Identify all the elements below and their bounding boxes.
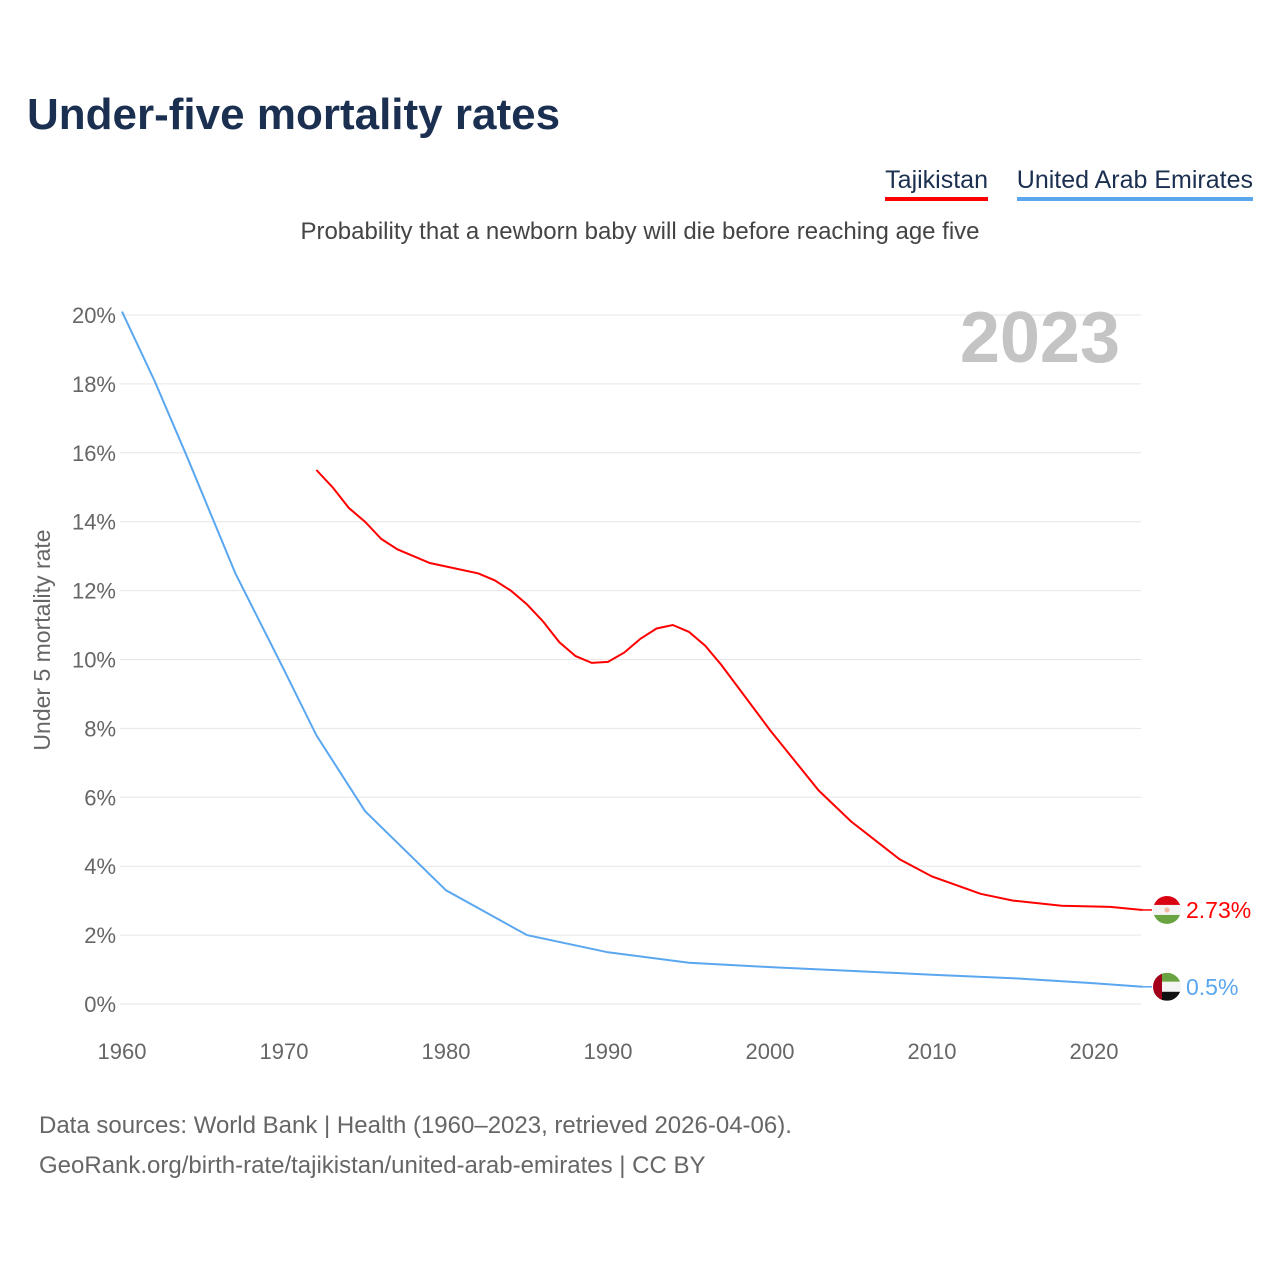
x-tick-label: 2010 <box>908 1039 957 1064</box>
y-tick-label: 6% <box>84 785 116 810</box>
y-tick-label: 14% <box>72 510 116 535</box>
y-tick-label: 10% <box>72 648 116 673</box>
y-tick-label: 20% <box>72 303 116 328</box>
x-tick-label: 1970 <box>260 1039 309 1064</box>
source-link[interactable]: GeoRank.org/birth-rate/tajikistan/united… <box>39 1152 706 1179</box>
y-tick-label: 4% <box>84 854 116 879</box>
end-value-label: 0.5% <box>1186 974 1238 1000</box>
y-tick-label: 0% <box>84 992 116 1017</box>
year-watermark: 2023 <box>960 298 1120 378</box>
series-line-0[interactable] <box>315 469 1143 911</box>
y-tick-label: 12% <box>72 579 116 604</box>
y-tick-label: 2% <box>84 923 116 948</box>
y-tick-label: 16% <box>72 441 116 466</box>
data-source: Data sources: World Bank | Health (1960–… <box>39 1112 792 1139</box>
legend-tajikistan[interactable]: Tajikistan <box>885 166 988 201</box>
chart-title: Under-five mortality rates <box>27 90 561 139</box>
x-tick-label: 1960 <box>98 1039 147 1064</box>
y-tick-label: 18% <box>72 372 116 397</box>
footer: Data sources: World Bank | Health (1960–… <box>39 1106 792 1186</box>
y-axis-label: Under 5 mortality rate <box>29 529 55 750</box>
series-line-1[interactable] <box>121 311 1143 988</box>
legend-uae[interactable]: United Arab Emirates <box>1016 166 1253 201</box>
tajikistan-flag-icon <box>1153 895 1181 924</box>
x-tick-label: 1990 <box>584 1039 633 1064</box>
x-tick-label: 2000 <box>746 1039 795 1064</box>
chart-subtitle: Probability that a newborn baby will die… <box>300 218 980 245</box>
end-value-label: 2.73% <box>1186 897 1251 923</box>
uae-flag-icon <box>1153 972 1181 1001</box>
x-tick-label: 2020 <box>1070 1039 1119 1064</box>
x-tick-label: 1980 <box>422 1039 471 1064</box>
y-tick-label: 8% <box>84 716 116 741</box>
